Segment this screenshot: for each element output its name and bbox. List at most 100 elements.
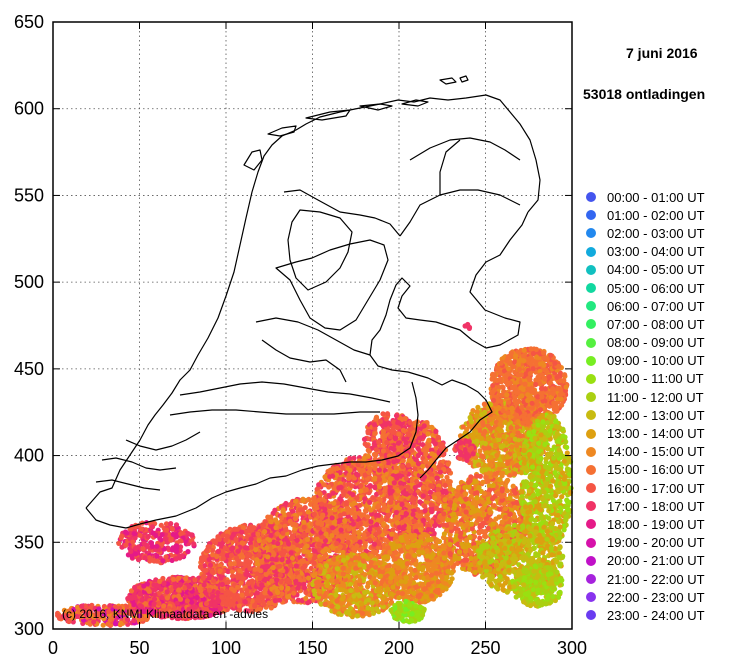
- strike-point: [190, 603, 196, 610]
- strike-point: [340, 465, 346, 471]
- strike-point: [318, 557, 324, 563]
- strike-point: [349, 483, 355, 489]
- strike-point: [211, 578, 217, 584]
- strike-point: [285, 578, 291, 584]
- strike-point: [263, 564, 269, 570]
- strike-point: [156, 600, 162, 606]
- strike-point: [368, 519, 374, 525]
- strike-point: [217, 605, 223, 612]
- strike-point: [305, 509, 311, 515]
- strike-point: [377, 497, 383, 503]
- strike-point: [137, 591, 143, 597]
- strike-point: [219, 581, 225, 588]
- strike-point: [331, 520, 337, 526]
- strike-point: [269, 578, 275, 584]
- strike-point: [280, 507, 286, 513]
- strike-point: [293, 522, 299, 528]
- strike-point: [256, 538, 262, 544]
- strike-point: [350, 521, 356, 527]
- strike-point: [228, 600, 234, 606]
- strike-point: [382, 504, 388, 511]
- strike-point: [316, 541, 322, 547]
- strike-point: [290, 533, 296, 539]
- strike-point: [326, 493, 332, 499]
- strike-point: [220, 555, 226, 562]
- strike-point: [345, 535, 352, 541]
- strike-point: [369, 459, 375, 465]
- strike-point: [137, 603, 143, 609]
- strike-point: [164, 589, 170, 595]
- strike-point: [362, 542, 368, 548]
- strike-point: [70, 619, 76, 625]
- strike-point: [371, 541, 378, 547]
- strike-point: [362, 472, 368, 478]
- strike-point: [152, 592, 158, 598]
- strike-point: [294, 537, 300, 543]
- strike-point: [140, 608, 147, 615]
- strike-point: [153, 577, 159, 583]
- strike-point: [408, 458, 414, 464]
- strike-point: [330, 545, 336, 551]
- strike-point: [316, 490, 322, 496]
- strike-point: [231, 526, 238, 532]
- strike-point: [233, 555, 240, 561]
- strike-point: [301, 519, 307, 525]
- strike-point: [305, 575, 312, 581]
- strike-point: [215, 590, 221, 596]
- strike-point: [56, 615, 63, 621]
- strike-point: [267, 537, 273, 543]
- strike-point: [206, 587, 213, 593]
- strike-point: [203, 601, 210, 607]
- strike-point: [296, 574, 302, 580]
- strike-point: [124, 616, 130, 623]
- strike-point: [84, 612, 90, 618]
- strike-point: [311, 495, 317, 501]
- strike-point: [261, 539, 267, 545]
- strike-point: [303, 589, 309, 596]
- strike-point: [107, 617, 113, 623]
- strike-point: [143, 601, 149, 607]
- strike-point: [442, 482, 448, 488]
- strike-point: [139, 597, 145, 603]
- strike-point: [352, 514, 358, 520]
- strike-point: [87, 609, 93, 615]
- strike-point: [320, 512, 326, 518]
- strike-point: [357, 520, 363, 526]
- strike-point: [351, 528, 357, 535]
- strike-point: [202, 590, 208, 596]
- strike-point: [261, 522, 267, 528]
- strike-point: [279, 585, 285, 591]
- strike-point: [330, 525, 336, 531]
- strike-point: [192, 577, 198, 583]
- strike-point: [127, 610, 133, 617]
- strike-point: [370, 495, 376, 501]
- strike-point: [159, 595, 165, 601]
- strike-point: [323, 531, 329, 537]
- strike-point: [311, 560, 317, 566]
- strike-point: [302, 585, 308, 591]
- strike-point: [141, 583, 147, 589]
- strike-point: [398, 480, 404, 486]
- strike-point: [275, 590, 281, 596]
- strike-point: [152, 586, 158, 593]
- strike-point: [277, 597, 283, 603]
- strike-point: [358, 488, 364, 494]
- strike-point: [433, 428, 439, 434]
- strike-point: [100, 622, 106, 628]
- strike-point: [88, 613, 94, 619]
- strike-point: [351, 500, 357, 506]
- strike-point: [82, 603, 88, 609]
- strike-point: [365, 514, 371, 520]
- strike-point: [217, 568, 223, 574]
- strike-point: [376, 476, 383, 482]
- strike-point: [174, 610, 180, 616]
- strike-point: [262, 529, 268, 535]
- strike-point: [235, 574, 241, 580]
- strike-point: [237, 568, 243, 574]
- strike-point: [157, 578, 163, 584]
- strike-point: [251, 525, 257, 531]
- strike-point: [382, 487, 388, 493]
- strike-point: [79, 603, 85, 609]
- strike-point: [74, 613, 80, 620]
- strike-point: [382, 537, 388, 543]
